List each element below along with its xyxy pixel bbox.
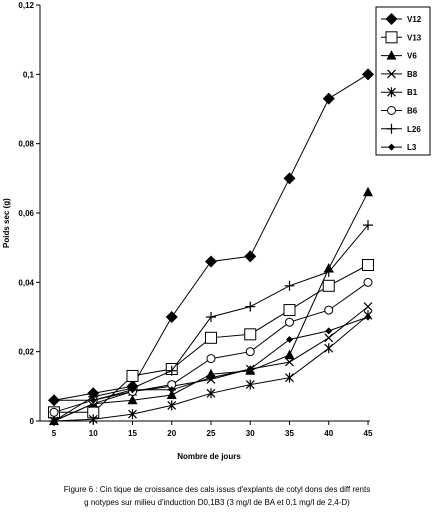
data-point-b6 [206,354,216,364]
x-tick-label: 10 [89,429,98,438]
x-tick-label: 30 [246,429,255,438]
legend-marker-b8 [387,69,396,79]
legend-label-b6: B6 [407,107,418,116]
data-point-v12 [283,172,296,185]
data-point-l3 [325,327,333,335]
x-axis-title: Nombre de jours [177,452,241,461]
y-tick-label: 0,04 [18,278,34,287]
data-point-l3 [129,386,136,394]
data-point-l3 [50,396,58,404]
data-point-l26 [245,301,256,312]
data-point-b8 [324,333,334,343]
data-point-b1 [206,388,216,399]
data-point-v13 [322,279,335,292]
data-point-b1 [128,409,137,420]
data-point-b1 [88,414,98,425]
data-point-v6 [284,349,295,360]
x-tick-label: 25 [207,429,216,438]
series-line-v12 [53,73,369,401]
data-point-l26 [323,266,334,277]
y-tick-label: 0,12 [18,1,34,10]
data-point-v13 [244,328,257,341]
x-tick-label: 20 [167,429,176,438]
data-point-v13 [283,304,296,317]
data-point-v12 [244,250,257,263]
x-tick-label: 40 [324,429,333,438]
data-point-v12 [165,311,178,323]
y-tick-label: 0,06 [18,209,34,218]
y-tick-label: 0,08 [18,140,34,149]
y-tick-label: 0 [30,417,35,426]
data-point-b8 [285,357,294,367]
series-line-v6 [53,191,369,422]
line-chart: 0 0,02 0,04 0,06 0,08 0,1 0,12 5 10 15 20 25 30 35 40 4… [2,1,431,461]
data-point-b1 [167,400,177,411]
data-point-b8 [363,302,373,312]
series-layer [48,68,374,426]
data-point-b1 [324,343,334,354]
legend-label-l26: L26 [407,125,421,134]
y-axis-title: Poids sec (g) [2,198,11,248]
y-tick-label: 0,1 [23,70,35,79]
data-point-l3 [364,313,372,321]
legend-marker-l3 [388,143,395,151]
data-point-b6 [363,277,373,287]
legend-label-v12: V12 [407,15,422,24]
data-point-v13 [362,259,374,271]
y-tick-label: 0,02 [18,348,34,357]
data-point-b1 [285,372,294,383]
data-point-b6 [49,407,59,417]
figure-caption-line-2: g notypes sur milieu d'induction D0,1B3 … [84,498,350,507]
data-point-l26 [49,416,59,426]
series-b6 [49,277,373,417]
legend-marker-b1 [387,87,396,98]
data-point-l26 [363,220,373,231]
axes [39,5,370,422]
legend-marker-v13 [385,31,398,44]
legend-label-b8: B8 [407,70,418,79]
legend-marker-v6 [386,50,397,60]
legend-marker-b6 [387,106,396,115]
data-point-v13 [205,331,217,344]
data-point-b1 [245,379,255,390]
data-point-v12 [205,255,217,268]
data-point-l26 [284,280,295,291]
data-point-v6 [166,389,177,399]
legend-label-b1: B1 [407,88,418,97]
legend-label-l3: L3 [407,143,417,152]
x-tick-label: 45 [364,429,373,438]
series-l3 [50,313,372,404]
data-point-b6 [285,317,294,327]
data-point-v12 [362,68,374,81]
data-point-v6 [206,368,216,379]
data-point-l26 [206,312,216,322]
ticks: 0 0,02 0,04 0,06 0,08 0,1 0,12 5 10 15 20 25 30 35 40 4… [18,1,373,438]
data-point-l26 [166,365,177,376]
data-point-v6 [127,394,138,405]
data-point-v13 [126,369,139,382]
data-point-l3 [168,386,176,394]
legend: V12 V13 V6 B8 B1 B6 L26 L3 [375,6,431,156]
legend-label-v13: V13 [407,33,422,42]
legend-marker-v12 [385,13,398,25]
data-point-l3 [207,374,215,382]
data-point-l3 [89,396,97,404]
data-point-v6 [363,186,373,197]
legend-marker-l26 [386,123,397,134]
data-point-b6 [245,347,255,357]
x-tick-label: 15 [128,429,137,438]
legend-box [375,6,431,156]
series-line-b8 [53,306,369,422]
data-point-l3 [246,365,254,373]
x-tick-label: 35 [285,429,294,438]
figure-caption-line-1: Figure 6 : Cin tique de croissance des c… [63,485,371,494]
legend-label-v6: V6 [407,52,417,61]
data-point-b6 [324,305,334,315]
data-point-v12 [322,92,335,105]
x-tick-label: 5 [52,429,57,438]
data-point-l3 [286,336,293,344]
